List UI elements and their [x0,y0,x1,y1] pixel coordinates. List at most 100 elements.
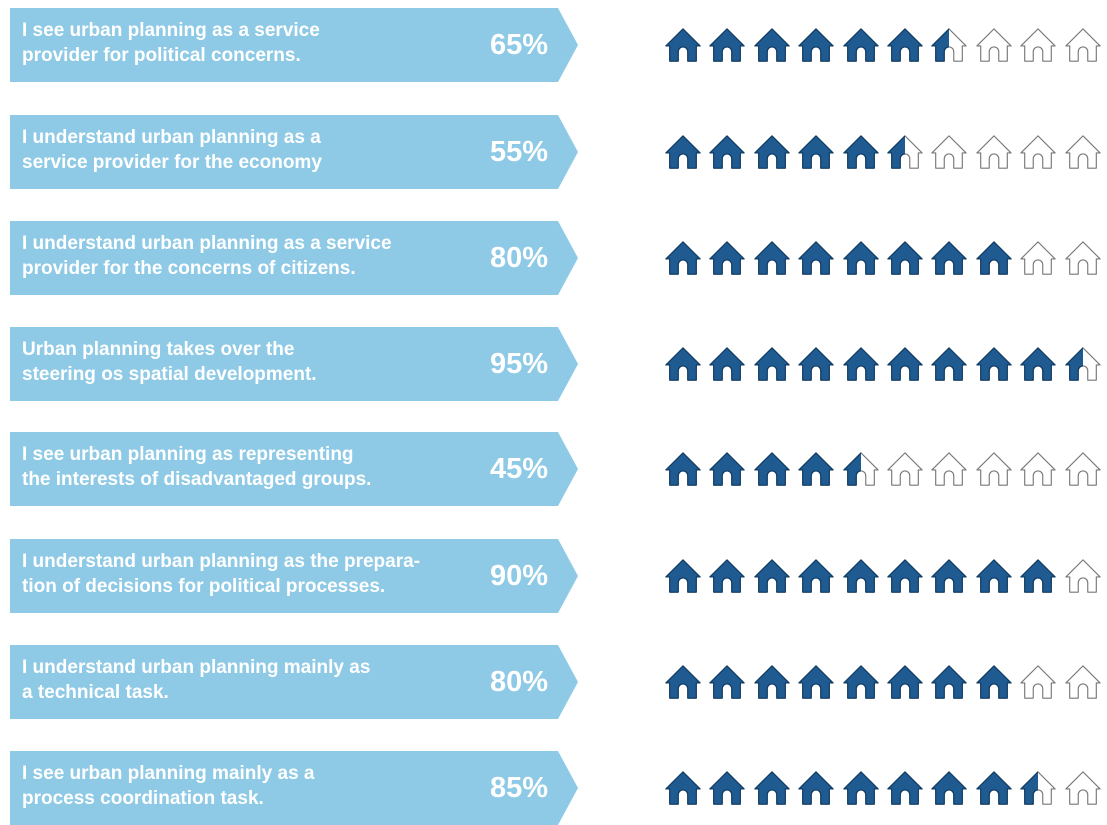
house-fill [931,771,968,805]
house-fill [665,135,701,169]
house-fill [1020,347,1056,381]
percent-label: 85% [490,772,549,804]
house-icon [665,28,701,62]
house-outline [1064,452,1101,486]
house-icon [976,452,1012,486]
house-fill [798,347,834,381]
house-fill [665,559,701,593]
house-icon [887,241,923,275]
house-fill [798,665,834,699]
banner-arrow-shape [10,751,578,825]
house-fill [1020,559,1056,593]
house-outline [1064,241,1101,275]
house-icon [754,347,790,381]
house-icon [1064,241,1101,275]
house-fill [887,135,905,169]
house-icon [665,347,701,381]
house-outline [1064,771,1101,805]
statement-line: I understand urban planning as a [22,127,321,148]
house-icon [976,665,1012,699]
house-fill [842,241,879,275]
house-icon [931,665,968,699]
house-outline [976,28,1012,62]
statement-line: I understand urban planning as the prepa… [22,551,420,572]
house-icon [842,28,879,62]
chart-row: Urban planning takes over the steering os… [0,327,1107,401]
house-icon [798,559,834,593]
house-fill [754,347,790,381]
house-icon [709,559,746,593]
house-icon [1020,771,1056,805]
label-banner: I understand urban planning mainly as a t… [10,645,578,719]
house-icon [798,28,834,62]
percent-label: 45% [490,453,549,485]
house-fill [842,665,879,699]
house-icon [976,135,1012,169]
house-icon [665,241,701,275]
statement-label: I understand urban planning mainly as a t… [22,655,492,705]
house-icon [842,241,879,275]
label-banner: I understand urban planning as a service … [10,115,578,189]
house-icon [887,559,923,593]
house-icon [709,347,746,381]
house-fill [709,135,746,169]
house-icon [931,347,968,381]
percent-label: 55% [490,136,549,168]
percent-label: 65% [490,29,549,61]
house-pictogram [664,557,1104,597]
label-banner: I understand urban planning as a service… [10,221,578,295]
house-icon [842,347,879,381]
statement-line: I see urban planning mainly as a [22,763,315,784]
house-fill [842,452,861,486]
house-fill [887,28,923,62]
percent-label: 95% [490,348,549,380]
statement-line: service provider for the economy [22,152,322,173]
banner-arrow-shape [10,645,578,719]
house-icon [931,135,968,169]
house-icon [842,665,879,699]
house-outline [1020,241,1056,275]
house-icon [754,28,790,62]
house-icon [1020,559,1056,593]
house-fill [842,135,879,169]
house-pictogram [664,239,1104,279]
statement-label: Urban planning takes over the steering os… [22,337,492,387]
house-icon [887,665,923,699]
statement-label: I see urban planning as a service provide… [22,18,492,68]
label-banner: Urban planning takes over the steering os… [10,327,578,401]
chart-row: I see urban planning mainly as a process … [0,751,1107,825]
house-icon [976,241,1012,275]
house-icon [709,28,746,62]
house-outline [1064,559,1101,593]
house-icon [709,771,746,805]
house-pictogram [664,450,1104,490]
house-icon [931,559,968,593]
house-icon [798,347,834,381]
house-fill [798,135,834,169]
house-fill [754,771,790,805]
banner-arrow-shape [10,539,578,613]
banner-arrow-shape [10,8,578,82]
house-icon [754,241,790,275]
house-icon [665,135,701,169]
house-fill [976,559,1012,593]
house-outline [1020,28,1056,62]
house-icon [842,771,879,805]
house-icon [842,452,879,486]
house-icon [1020,665,1056,699]
house-icon [1064,665,1101,699]
chart-row: I understand urban planning as a service … [0,115,1107,189]
house-outline [931,135,968,169]
house-fill [887,241,923,275]
house-icon [931,241,968,275]
house-fill [665,28,701,62]
house-outline [1020,665,1056,699]
banner-arrow-shape [10,327,578,401]
house-icon [1064,347,1101,381]
house-fill [931,665,968,699]
house-fill [931,241,968,275]
house-icon [976,559,1012,593]
house-outline [1064,28,1101,62]
house-fill [887,771,923,805]
house-icon [842,559,879,593]
